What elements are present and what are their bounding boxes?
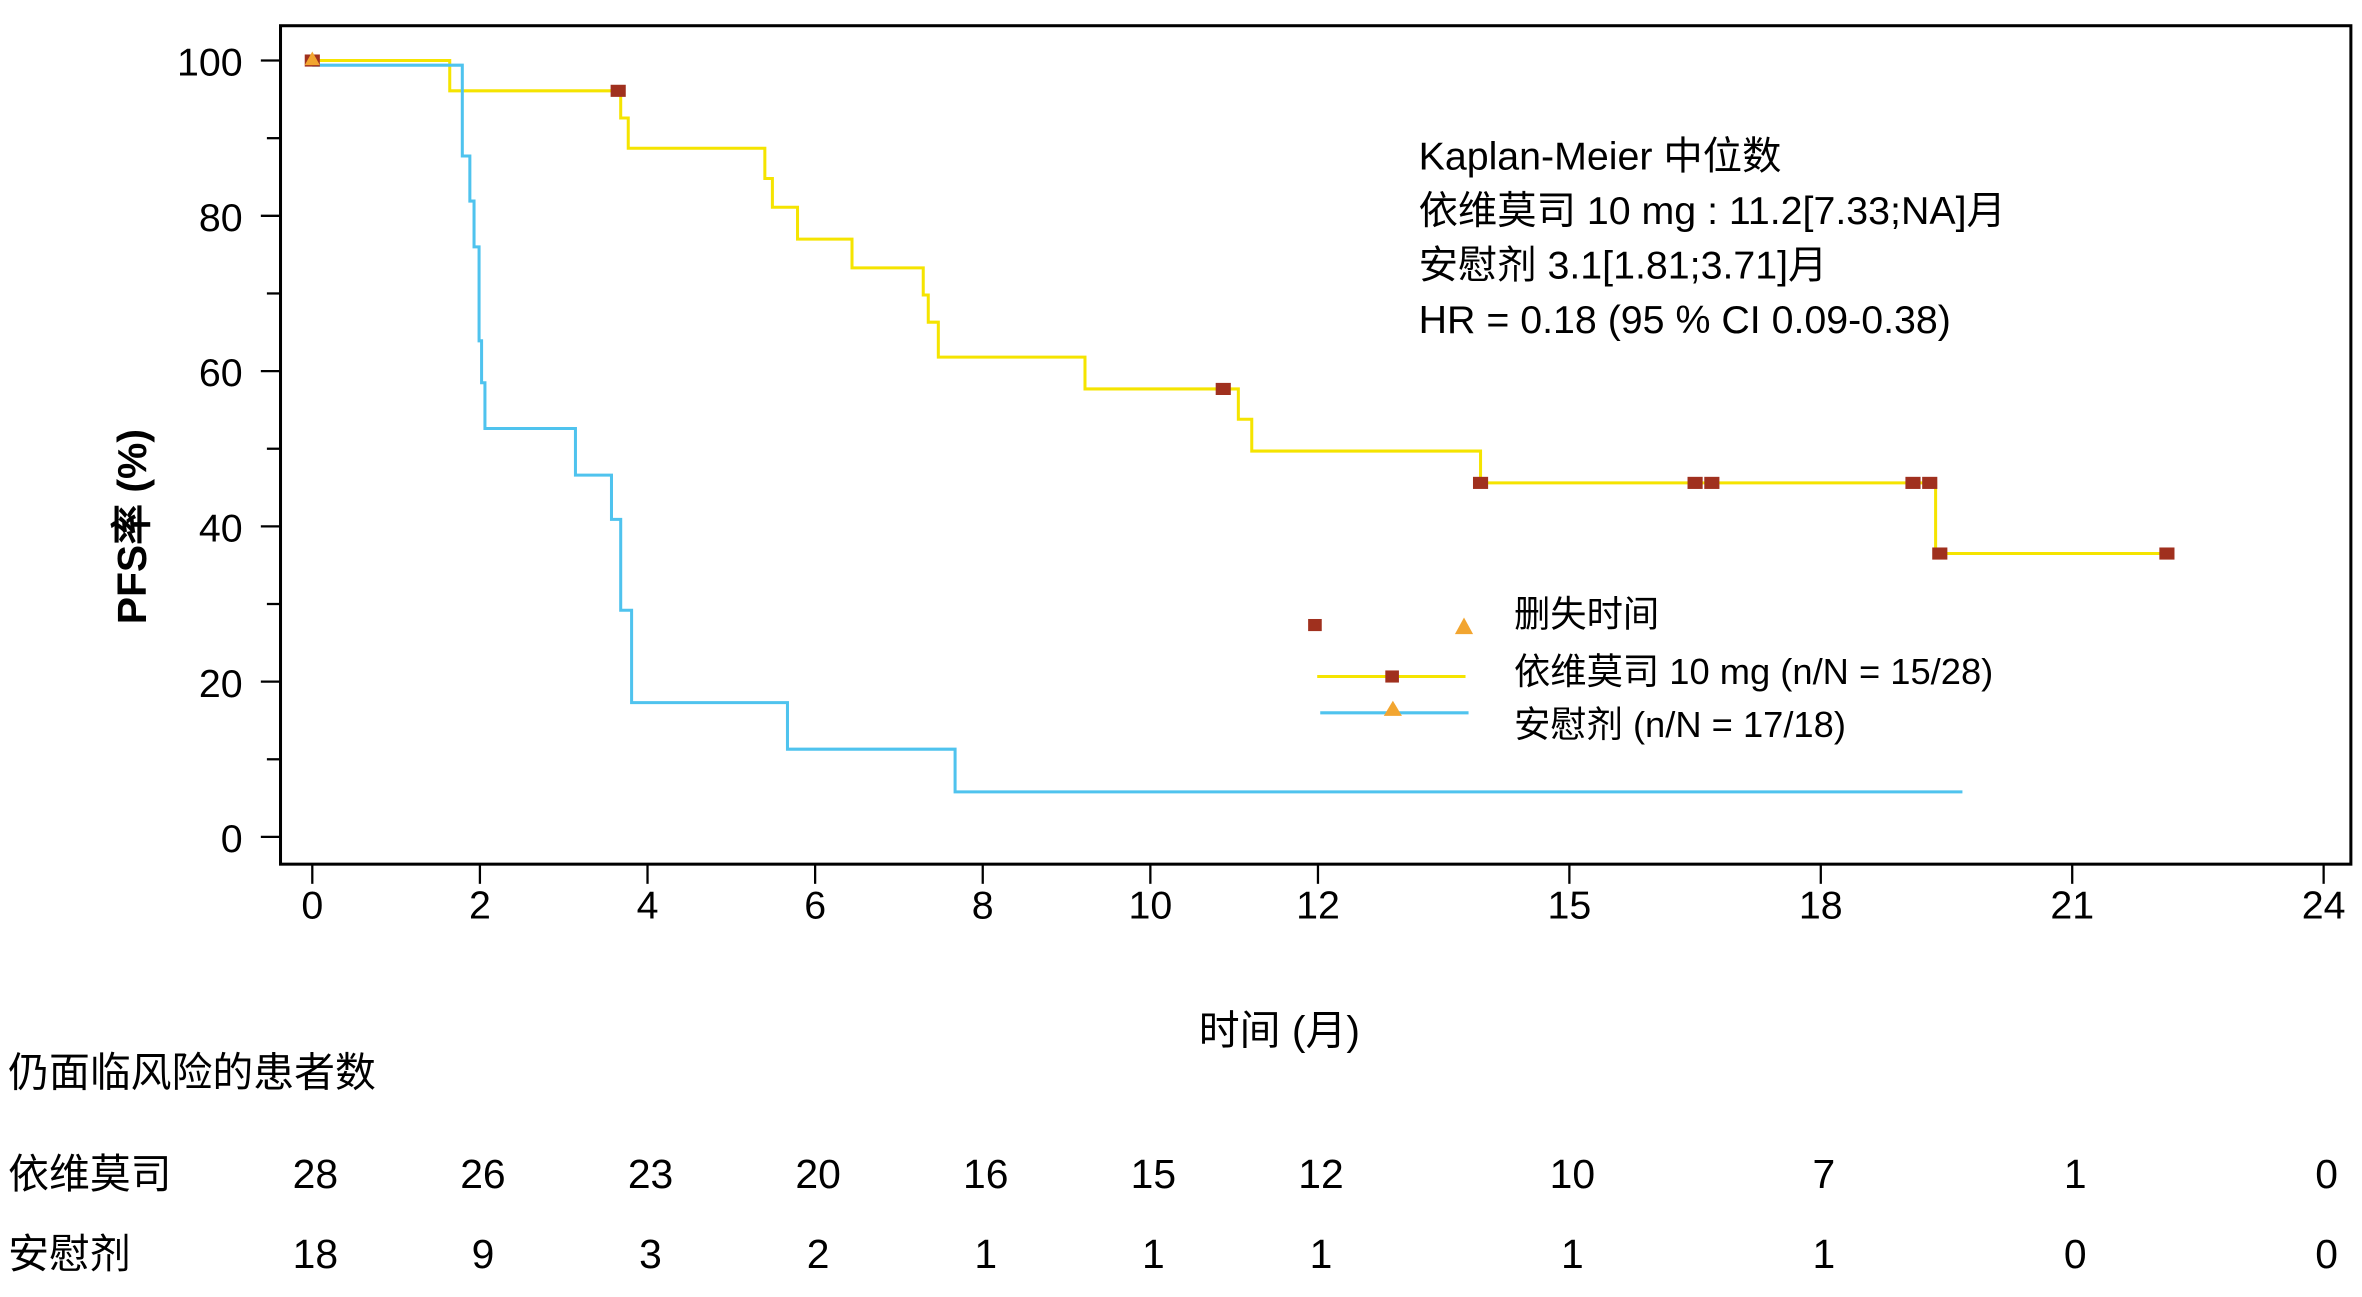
risk-count: 1 <box>1561 1231 1584 1277</box>
risk-count: 18 <box>293 1231 338 1277</box>
risk-count: 0 <box>2064 1231 2087 1277</box>
risk-count: 2 <box>807 1231 830 1277</box>
censor-mark-square <box>1472 476 1489 489</box>
risk-count: 16 <box>963 1151 1008 1197</box>
legend-censor-label: 删失时间 <box>1514 594 1659 635</box>
legend-censor-triangle-icon <box>1454 617 1474 635</box>
risk-count: 20 <box>795 1151 840 1197</box>
y-axis-label: PFS率 (%) <box>109 429 155 624</box>
x-tick-label: 12 <box>1296 884 1340 928</box>
y-tick-label: 0 <box>221 817 243 861</box>
y-axis: 0 20 40 60 80 100 <box>177 41 281 861</box>
censor-mark-square <box>1922 476 1938 489</box>
risk-table-title: 仍面临风险的患者数 <box>8 1050 376 1096</box>
risk-count: 28 <box>293 1151 338 1197</box>
legend-censor-square-icon <box>1308 618 1322 632</box>
annotation-line: Kaplan-Meier 中位数 <box>1419 135 1782 179</box>
risk-count: 0 <box>2315 1151 2338 1197</box>
y-tick-label: 100 <box>177 41 243 85</box>
y-tick-label: 40 <box>199 507 243 551</box>
x-tick-label: 18 <box>1799 884 1843 928</box>
risk-count: 1 <box>2064 1151 2087 1197</box>
annotation-line: HR = 0.18 (95 % CI 0.09-0.38) <box>1419 298 1951 342</box>
x-tick-label: 10 <box>1128 884 1172 928</box>
risk-count: 15 <box>1131 1151 1176 1197</box>
x-axis: 0 2 4 6 8 10 12 15 18 21 24 <box>301 864 2346 928</box>
risk-count: 10 <box>1550 1151 1595 1197</box>
risk-count: 1 <box>1310 1231 1333 1277</box>
x-axis-label: 时间 (月) <box>1199 1007 1360 1053</box>
censor-mark-square <box>610 84 626 97</box>
risk-row-label: 依维莫司 <box>8 1151 171 1197</box>
km-curve-everolimus <box>312 59 2167 556</box>
censor-mark-square <box>1704 476 1720 489</box>
annotation-box: Kaplan-Meier 中位数 依维莫司 10 mg : 11.2[7.33;… <box>1419 135 2006 342</box>
plot-frame <box>279 24 2353 866</box>
risk-row-label: 安慰剂 <box>8 1231 131 1277</box>
x-tick-label: 8 <box>972 884 994 928</box>
y-tick-label: 80 <box>199 196 243 240</box>
risk-count: 7 <box>1812 1151 1835 1197</box>
legend-label-everolimus: 依维莫司 10 mg (n/N = 15/28) <box>1514 651 1993 692</box>
annotation-line: 安慰剂 3.1[1.81;3.71]月 <box>1419 243 1828 287</box>
legend-square-icon <box>1385 670 1399 683</box>
annotation-line: 依维莫司 10 mg : 11.2[7.33;NA]月 <box>1419 189 2006 233</box>
censor-mark-square <box>1932 547 1948 560</box>
x-tick-label: 24 <box>2302 884 2346 928</box>
km-curve-placebo <box>312 63 1963 794</box>
x-tick-label: 15 <box>1548 884 1592 928</box>
y-tick-label: 20 <box>199 662 243 706</box>
x-tick-label: 6 <box>804 884 826 928</box>
censor-mark-square <box>2159 547 2175 560</box>
risk-count: 23 <box>628 1151 673 1197</box>
legend: 删失时间 依维莫司 10 mg (n/N = 15/28) 安慰剂 (n/N =… <box>1308 594 1993 745</box>
risk-count: 12 <box>1298 1151 1343 1197</box>
x-tick-label: 21 <box>2050 884 2094 928</box>
curves <box>304 51 2175 794</box>
legend-label-placebo: 安慰剂 (n/N = 17/18) <box>1514 704 1846 745</box>
risk-count: 1 <box>1812 1231 1835 1277</box>
risk-count: 9 <box>472 1231 495 1277</box>
x-tick-label: 4 <box>637 884 659 928</box>
legend-triangle-icon <box>1383 700 1402 716</box>
censor-mark-square <box>1215 382 1231 396</box>
risk-count: 26 <box>460 1151 505 1197</box>
censor-mark-square <box>1905 476 1921 489</box>
x-tick-label: 0 <box>301 884 323 928</box>
censor-mark-triangle <box>304 51 320 66</box>
risk-count: 1 <box>974 1231 997 1277</box>
risk-count: 0 <box>2315 1231 2338 1277</box>
y-tick-label: 60 <box>199 351 243 395</box>
risk-count: 1 <box>1142 1231 1165 1277</box>
censor-mark-square <box>1687 476 1703 489</box>
risk-count: 3 <box>639 1231 662 1277</box>
x-tick-label: 2 <box>469 884 491 928</box>
